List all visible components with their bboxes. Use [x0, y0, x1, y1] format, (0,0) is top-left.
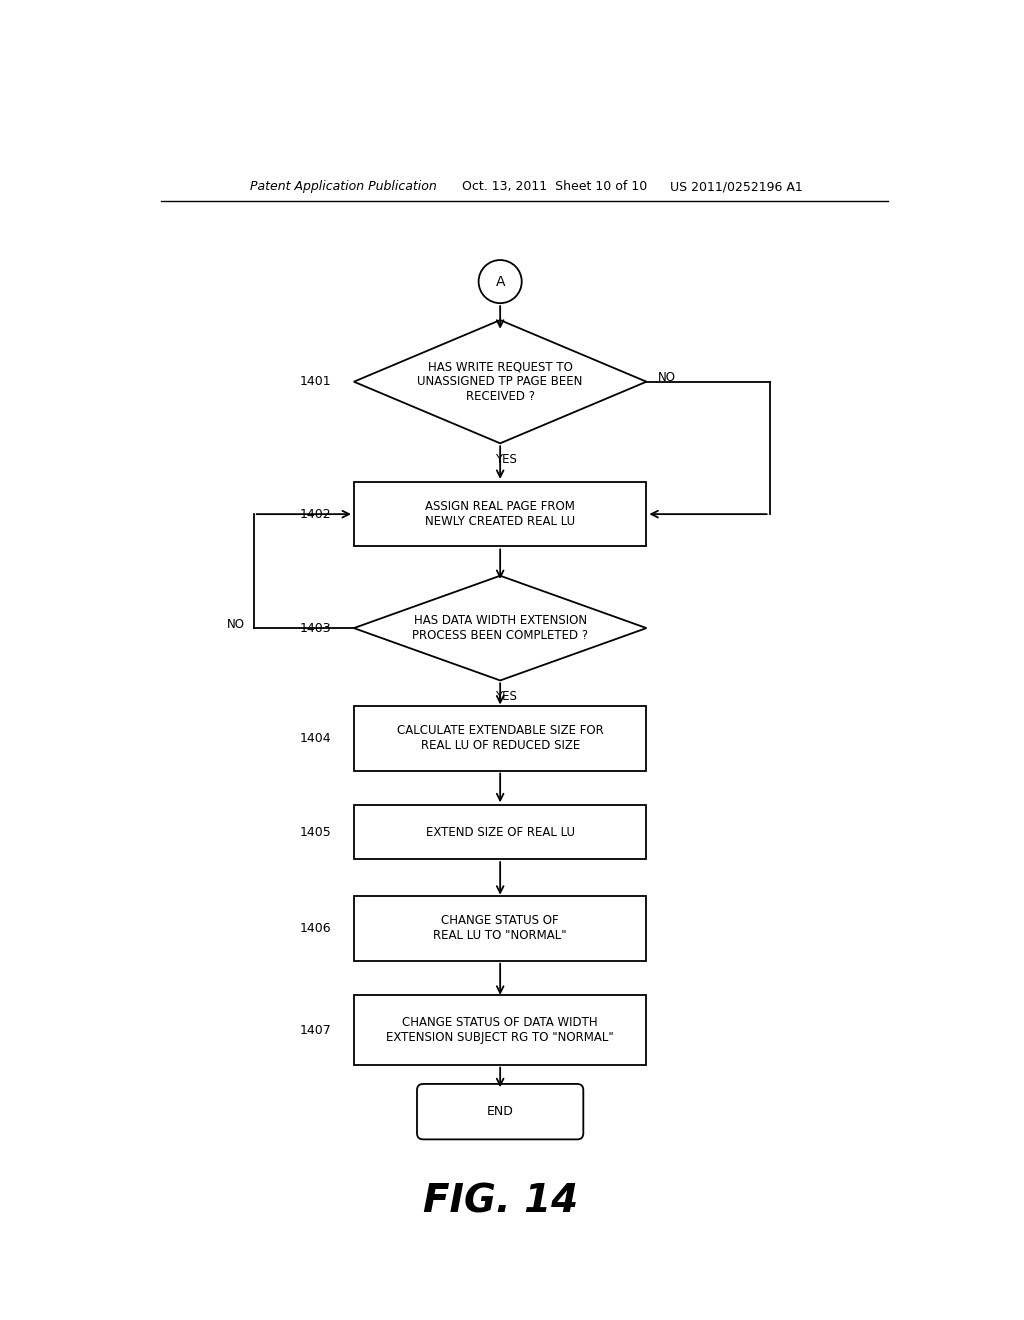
Text: CHANGE STATUS OF DATA WIDTH
EXTENSION SUBJECT RG TO "NORMAL": CHANGE STATUS OF DATA WIDTH EXTENSION SU… [386, 1016, 614, 1044]
Text: 1404: 1404 [300, 731, 332, 744]
Text: ASSIGN REAL PAGE FROM
NEWLY CREATED REAL LU: ASSIGN REAL PAGE FROM NEWLY CREATED REAL… [425, 500, 575, 528]
Text: CALCULATE EXTENDABLE SIZE FOR
REAL LU OF REDUCED SIZE: CALCULATE EXTENDABLE SIZE FOR REAL LU OF… [396, 725, 603, 752]
Text: NO: NO [226, 618, 245, 631]
Text: Oct. 13, 2011  Sheet 10 of 10: Oct. 13, 2011 Sheet 10 of 10 [462, 181, 647, 194]
Text: HAS WRITE REQUEST TO
UNASSIGNED TP PAGE BEEN
RECEIVED ?: HAS WRITE REQUEST TO UNASSIGNED TP PAGE … [418, 360, 583, 403]
Text: 1407: 1407 [300, 1023, 332, 1036]
Text: YES: YES [496, 689, 517, 702]
Text: EXTEND SIZE OF REAL LU: EXTEND SIZE OF REAL LU [426, 825, 574, 838]
Text: US 2011/0252196 A1: US 2011/0252196 A1 [670, 181, 803, 194]
Text: 1401: 1401 [300, 375, 332, 388]
Text: 1403: 1403 [300, 622, 332, 635]
Text: 1406: 1406 [300, 921, 332, 935]
Text: 1402: 1402 [300, 508, 332, 520]
Text: A: A [496, 275, 505, 289]
Text: Patent Application Publication: Patent Application Publication [250, 181, 436, 194]
Text: FIG. 14: FIG. 14 [423, 1183, 578, 1221]
Text: END: END [486, 1105, 514, 1118]
Text: NO: NO [658, 371, 676, 384]
Text: YES: YES [496, 453, 517, 466]
Text: 1405: 1405 [300, 825, 332, 838]
Text: CHANGE STATUS OF
REAL LU TO "NORMAL": CHANGE STATUS OF REAL LU TO "NORMAL" [433, 915, 567, 942]
Text: HAS DATA WIDTH EXTENSION
PROCESS BEEN COMPLETED ?: HAS DATA WIDTH EXTENSION PROCESS BEEN CO… [412, 614, 588, 642]
